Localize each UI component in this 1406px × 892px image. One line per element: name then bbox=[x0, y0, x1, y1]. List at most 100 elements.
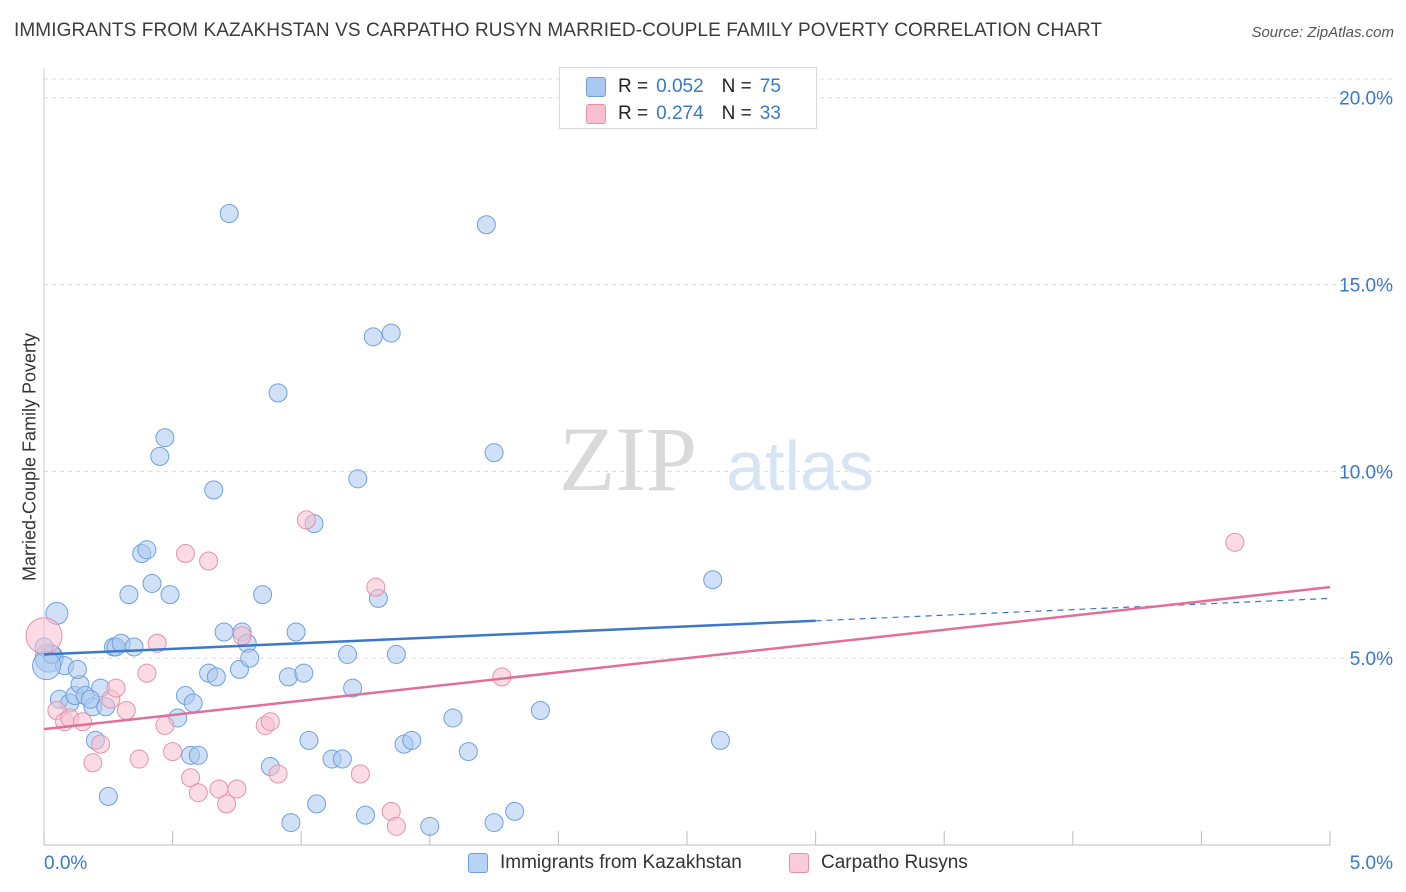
legend-n-label: N = bbox=[721, 76, 752, 97]
data-point bbox=[703, 570, 723, 590]
data-point bbox=[155, 428, 175, 448]
data-point bbox=[155, 715, 175, 735]
data-point bbox=[332, 749, 352, 769]
data-point bbox=[710, 730, 730, 750]
y-tick-label: 5.0% bbox=[1350, 649, 1393, 670]
x-tick-label: 0.0% bbox=[44, 853, 87, 874]
watermark-zip: ZIP bbox=[559, 408, 697, 510]
data-point bbox=[337, 644, 357, 664]
data-point bbox=[183, 693, 203, 713]
data-point bbox=[80, 689, 100, 709]
data-point bbox=[268, 764, 288, 784]
data-point bbox=[67, 659, 87, 679]
data-point bbox=[214, 622, 234, 642]
data-point bbox=[227, 779, 247, 799]
data-point bbox=[206, 667, 226, 687]
data-point bbox=[476, 215, 496, 235]
legend-row-kazakhstan: R = 0.052 N = 75 bbox=[586, 75, 781, 99]
data-point bbox=[402, 730, 422, 750]
data-point bbox=[181, 768, 201, 788]
trend-line-kazakhstan bbox=[43, 619, 816, 656]
watermark-atlas: atlas bbox=[726, 427, 874, 505]
legend-r-value: 0.052 bbox=[656, 76, 704, 97]
data-point bbox=[299, 730, 319, 750]
gridlines bbox=[44, 78, 1393, 659]
data-point bbox=[147, 633, 167, 653]
bottom-legend-swatch-rusyn bbox=[789, 853, 809, 873]
data-point bbox=[366, 577, 386, 597]
data-point bbox=[188, 745, 208, 765]
y-tick-label: 15.0% bbox=[1339, 276, 1393, 297]
data-point bbox=[160, 585, 180, 605]
source-label: Source: ZipAtlas.com bbox=[1251, 24, 1394, 41]
bottom-legend-label: Carpatho Rusyns bbox=[821, 852, 968, 873]
trend-lines bbox=[43, 585, 1331, 731]
series-rusyn-points bbox=[25, 510, 1245, 836]
bottom-legend-swatch-kazakhstan bbox=[468, 853, 488, 873]
data-point bbox=[253, 585, 273, 605]
bottom-legend-rusyn: Carpatho Rusyns bbox=[789, 852, 968, 874]
data-point bbox=[119, 585, 139, 605]
data-point bbox=[386, 816, 406, 836]
data-point bbox=[260, 712, 280, 732]
data-point bbox=[484, 813, 504, 833]
data-point bbox=[188, 783, 208, 803]
watermark: ZIP atlas bbox=[559, 408, 874, 510]
data-point bbox=[240, 648, 260, 668]
data-point bbox=[268, 383, 288, 403]
bottom-legend-kazakhstan: Immigrants from Kazakhstan bbox=[468, 852, 742, 874]
legend-r-value: 0.274 bbox=[656, 103, 704, 124]
data-point bbox=[505, 801, 525, 821]
data-point bbox=[484, 443, 504, 463]
data-point bbox=[1225, 532, 1245, 552]
data-point bbox=[163, 742, 183, 762]
data-point bbox=[150, 446, 170, 466]
trend-line-kazakhstan-extension bbox=[815, 597, 1331, 622]
data-point bbox=[386, 644, 406, 664]
data-point bbox=[307, 794, 327, 814]
data-point bbox=[175, 544, 195, 564]
data-point bbox=[343, 678, 363, 698]
data-point bbox=[32, 651, 62, 681]
data-point bbox=[124, 637, 144, 657]
bottom-legend-label: Immigrants from Kazakhstan bbox=[500, 852, 742, 873]
legend-swatch-kazakhstan bbox=[586, 77, 606, 97]
chart-title: IMMIGRANTS FROM KAZAKHSTAN VS CARPATHO R… bbox=[14, 20, 1103, 41]
legend-swatch-rusyn bbox=[586, 104, 606, 124]
trend-line-rusyn bbox=[43, 585, 1331, 731]
data-point bbox=[420, 816, 440, 836]
data-point bbox=[294, 663, 314, 683]
data-point bbox=[443, 708, 463, 728]
legend-n-value: 33 bbox=[759, 103, 781, 124]
data-point bbox=[350, 764, 370, 784]
x-tick-label: 5.0% bbox=[1350, 853, 1393, 874]
y-tick-label: 10.0% bbox=[1339, 462, 1393, 483]
data-point bbox=[73, 712, 93, 732]
legend-r-label: R = bbox=[618, 76, 649, 97]
data-point bbox=[137, 540, 157, 560]
axes bbox=[43, 68, 1331, 846]
legend-n-label: N = bbox=[721, 103, 752, 124]
data-point bbox=[91, 734, 111, 754]
data-point bbox=[530, 700, 550, 720]
data-point bbox=[356, 805, 375, 825]
data-point bbox=[281, 813, 301, 833]
data-point bbox=[348, 469, 368, 489]
data-point bbox=[83, 753, 103, 773]
data-point bbox=[381, 323, 401, 343]
data-point bbox=[98, 786, 118, 806]
data-point bbox=[232, 626, 252, 646]
tick-labels: 5.0% 10.0% 15.0% 20.0% 0.0% 5.0% bbox=[44, 89, 1393, 874]
data-point bbox=[116, 700, 136, 720]
data-point bbox=[219, 204, 239, 224]
data-point bbox=[129, 749, 149, 769]
data-point bbox=[204, 480, 224, 500]
legend-r-label: R = bbox=[618, 103, 649, 124]
data-point bbox=[106, 678, 126, 698]
data-point bbox=[25, 617, 63, 655]
correlation-legend: R = 0.052 N = 75 R = 0.274 N = 33 bbox=[559, 67, 817, 129]
series-kazakhstan-points bbox=[32, 204, 730, 836]
data-point bbox=[137, 663, 157, 683]
data-point bbox=[458, 742, 478, 762]
legend-n-value: 75 bbox=[759, 76, 781, 97]
